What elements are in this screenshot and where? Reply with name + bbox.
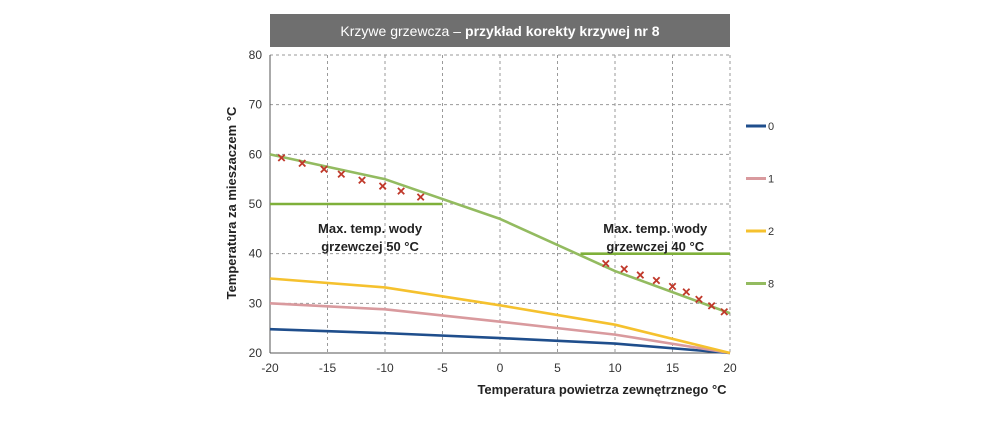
marker-stroke: [397, 187, 405, 195]
x-axis-label: Temperatura powietrza zewnętrznego °C: [477, 382, 727, 397]
marker-point: [601, 259, 610, 268]
marker-stroke: [337, 170, 346, 179]
annotation-text: grzewczej 50 °C: [321, 239, 419, 254]
marker-point: [397, 187, 405, 195]
marker-stroke: [378, 182, 387, 190]
marker-point: [720, 307, 729, 316]
marker-stroke: [601, 259, 610, 268]
x-tick-label: 10: [608, 361, 622, 375]
marker-point: [416, 193, 425, 201]
legend-item-2: 2: [746, 226, 774, 238]
annotation-text: Max. temp. wody: [603, 221, 708, 236]
y-axis-label: Temperatura za mieszaczem °C: [224, 106, 239, 299]
y-tick-label: 80: [249, 48, 263, 62]
chart-title-bar: Krzywe grzewcza – przykład korekty krzyw…: [270, 14, 730, 47]
marker-stroke: [682, 288, 691, 296]
marker-stroke: [277, 153, 286, 162]
marker-point: [620, 265, 629, 273]
marker-point: [668, 282, 677, 291]
marker-stroke: [416, 193, 425, 201]
series-line-8: [269, 153, 731, 315]
x-tick-label: -10: [376, 361, 394, 375]
legend-label: 1: [768, 174, 774, 186]
series-line-0: [269, 327, 731, 355]
y-tick-label: 50: [249, 197, 263, 211]
marker-stroke: [298, 159, 307, 168]
chart-title-prefix: Krzywe grzewcza –: [340, 22, 462, 39]
marker-point: [298, 159, 307, 168]
annotation-text: Max. temp. wody: [318, 221, 423, 236]
chart-title-bold: przykład korekty krzywej nr 8: [465, 22, 660, 39]
marker-point: [695, 295, 703, 304]
marker-point: [636, 271, 645, 279]
y-tick-label: 20: [249, 346, 263, 360]
annotation-text: grzewczej 40 °C: [606, 239, 704, 254]
marker-stroke: [652, 276, 661, 285]
series-line-2: [269, 277, 731, 355]
marker-point: [707, 301, 716, 310]
marker-point: [337, 170, 346, 179]
marker-stroke: [636, 271, 645, 279]
marker-point: [277, 153, 286, 162]
x-tick-label: -15: [319, 361, 337, 375]
legend-label: 8: [768, 279, 774, 291]
marker-stroke: [358, 176, 366, 184]
x-tick-label: 0: [497, 361, 504, 375]
marker-stroke: [668, 282, 677, 291]
marker-stroke: [320, 165, 328, 174]
y-tick-label: 30: [249, 296, 263, 310]
marker-stroke: [620, 265, 629, 273]
marker-stroke: [707, 301, 716, 310]
series-line-1: [269, 302, 731, 355]
marker-point: [378, 182, 387, 190]
marker-point: [358, 176, 366, 184]
legend-label: 0: [768, 121, 774, 133]
x-tick-label: -20: [261, 361, 279, 375]
legend-label: 2: [768, 226, 774, 238]
x-tick-label: 5: [554, 361, 561, 375]
x-tick-label: 20: [723, 361, 737, 375]
marker-stroke: [695, 295, 703, 304]
marker-point: [320, 165, 328, 174]
y-tick-label: 60: [249, 147, 263, 161]
marker-point: [652, 276, 661, 285]
marker-stroke: [720, 307, 729, 316]
legend-item-0: 0: [746, 121, 774, 133]
legend-item-8: 8: [746, 279, 774, 291]
legend-item-1: 1: [746, 174, 774, 186]
y-tick-label: 70: [249, 98, 263, 112]
y-tick-label: 40: [249, 247, 263, 261]
x-tick-label: -5: [437, 361, 448, 375]
marker-point: [682, 288, 691, 296]
x-tick-label: 15: [666, 361, 680, 375]
